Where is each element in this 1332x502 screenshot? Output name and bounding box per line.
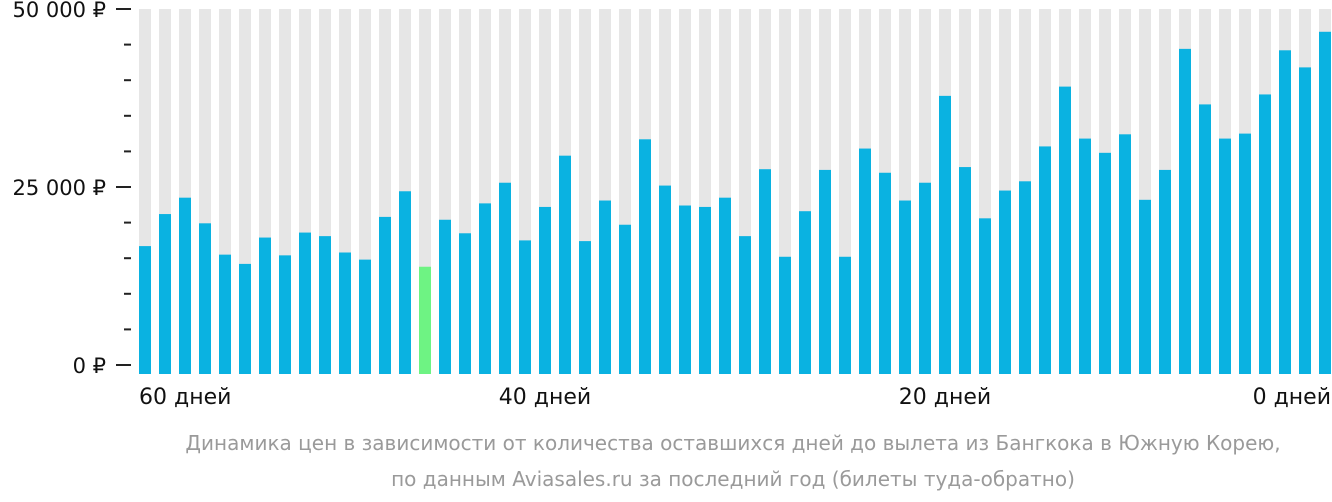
bar	[1199, 104, 1211, 375]
bar	[999, 190, 1011, 374]
bar	[579, 241, 591, 374]
bar	[639, 139, 651, 374]
bar	[699, 206, 711, 374]
bar-highlighted	[419, 266, 431, 374]
bar	[599, 200, 611, 374]
bar	[1039, 146, 1051, 374]
bar	[1259, 94, 1271, 374]
bar	[239, 263, 251, 374]
bar	[919, 182, 931, 374]
bar	[179, 197, 191, 374]
bar	[279, 255, 291, 374]
bar	[619, 224, 631, 374]
bar	[979, 218, 991, 374]
bar	[339, 252, 351, 374]
bar	[199, 223, 211, 374]
bar	[519, 240, 531, 374]
bar	[459, 233, 471, 374]
bar	[259, 237, 271, 374]
bar	[959, 167, 971, 374]
x-tick-label: 40 дней	[499, 385, 591, 410]
bar	[939, 95, 951, 374]
chart-caption-line-2: по данным Aviasales.ru за последний год …	[391, 467, 1075, 491]
bar	[1019, 181, 1031, 374]
bar	[319, 236, 331, 374]
bar	[1179, 48, 1191, 374]
bar	[299, 232, 311, 374]
bar	[1119, 134, 1131, 374]
bar	[439, 219, 451, 374]
bar	[1139, 199, 1151, 374]
bar	[499, 182, 511, 374]
bar	[479, 203, 491, 374]
bar	[879, 172, 891, 374]
bar	[659, 185, 671, 374]
bar	[1059, 86, 1071, 374]
y-tick-label: 50 000 ₽	[12, 0, 106, 22]
bar	[779, 256, 791, 374]
bar	[359, 259, 371, 374]
bar	[1239, 133, 1251, 374]
x-tick-label: 0 дней	[1253, 385, 1331, 410]
bar	[559, 155, 571, 374]
bar	[1219, 138, 1231, 374]
bar	[219, 254, 231, 374]
x-tick-label: 20 дней	[899, 385, 991, 410]
bar	[139, 246, 151, 374]
bar	[759, 169, 771, 374]
x-tick-label: 60 дней	[139, 385, 231, 410]
bar	[859, 148, 871, 374]
bar	[799, 211, 811, 374]
bar	[399, 191, 411, 374]
bar	[679, 205, 691, 374]
bar	[819, 169, 831, 374]
bar	[839, 256, 851, 374]
chart-caption-line-1: Динамика цен в зависимости от количества…	[185, 431, 1281, 455]
bar	[739, 236, 751, 374]
bar	[899, 200, 911, 374]
bar	[539, 206, 551, 374]
y-tick-label: 0 ₽	[73, 354, 106, 378]
bar	[1279, 50, 1291, 375]
bar	[1079, 138, 1091, 374]
bar	[719, 197, 731, 374]
bar	[159, 214, 171, 374]
bar	[1159, 169, 1171, 374]
bar	[1319, 31, 1331, 375]
bar	[379, 216, 391, 374]
bar	[1299, 67, 1311, 374]
y-tick-label: 25 000 ₽	[12, 176, 106, 200]
bar	[1099, 152, 1111, 374]
